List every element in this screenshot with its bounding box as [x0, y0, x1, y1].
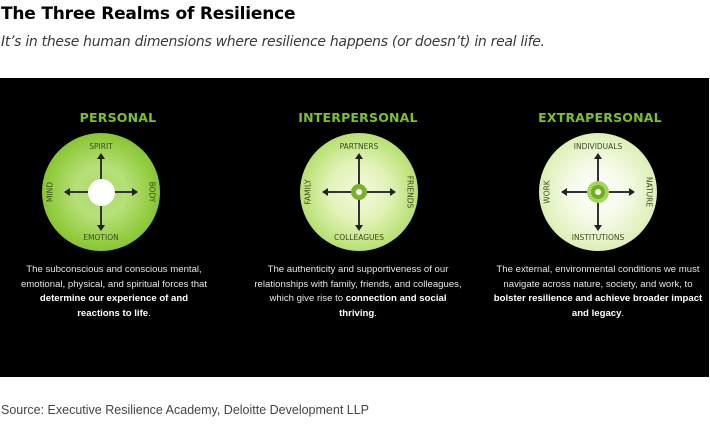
realm-extrapersonal: EXTRAPERSONAL INDIVIDUALS INSTITUTIONS W…: [482, 78, 710, 377]
realm-interpersonal: INTERPERSONAL PARTNERS COLLEAGUES FAMILY…: [240, 78, 476, 377]
extrapersonal-circle-diagram: INDIVIDUALS INSTITUTIONS WORK NATURE: [539, 133, 657, 251]
axis-label-bottom: COLLEAGUES: [333, 233, 385, 242]
page-subtitle: It’s in these human dimensions where res…: [1, 34, 545, 50]
center-ring-icon: [351, 184, 367, 200]
axis-label-top: PARTNERS: [339, 142, 379, 151]
realm-title: EXTRAPERSONAL: [538, 110, 662, 125]
axis-label-left: MIND: [45, 181, 55, 203]
center-target-icon: [587, 181, 609, 203]
axis-label-right: FRIENDS: [405, 175, 415, 209]
realm-title: PERSONAL: [79, 110, 157, 125]
arrow-up-icon: [355, 153, 363, 159]
center-dot-icon: [88, 179, 115, 206]
axis-label-top: INDIVIDUALS: [573, 142, 623, 151]
interpersonal-circle-diagram: PARTNERS COLLEAGUES FAMILY FRIENDS: [300, 133, 418, 251]
axis-label-left: WORK: [542, 180, 552, 204]
arrow-left-icon: [64, 188, 70, 196]
arrow-up-icon: [97, 153, 105, 159]
axis-label-top: SPIRIT: [89, 142, 113, 151]
arrow-right-icon: [390, 188, 396, 196]
arrow-left-icon: [561, 188, 567, 196]
page-title: The Three Realms of Resilience: [1, 4, 296, 24]
axis-label-bottom: INSTITUTIONS: [571, 233, 625, 242]
axis-label-right: BODY: [147, 181, 157, 203]
arrow-left-icon: [322, 188, 328, 196]
arrow-down-icon: [355, 225, 363, 231]
arrow-down-icon: [97, 225, 105, 231]
axis-label-bottom: EMOTION: [83, 233, 119, 242]
realm-title: INTERPERSONAL: [298, 110, 418, 125]
realms-panel: PERSONAL SPIRIT EMOTION MIND BODY The su…: [0, 78, 709, 377]
realm-description: The authenticity and supportiveness of o…: [254, 264, 462, 319]
axis-label-right: NATURE: [644, 176, 654, 208]
realm-personal: PERSONAL SPIRIT EMOTION MIND BODY The su…: [0, 78, 236, 377]
arrow-right-icon: [132, 188, 138, 196]
arrow-down-icon: [594, 225, 602, 231]
realm-description: The subconscious and conscious mental, e…: [20, 264, 208, 319]
arrow-up-icon: [594, 153, 602, 159]
axis-label-left: FAMILY: [303, 179, 313, 205]
personal-circle-diagram: SPIRIT EMOTION MIND BODY: [42, 133, 160, 251]
arrow-right-icon: [629, 188, 635, 196]
source-caption: Source: Executive Resilience Academy, De…: [1, 403, 370, 417]
realm-description: The external, environmental conditions w…: [493, 264, 703, 319]
